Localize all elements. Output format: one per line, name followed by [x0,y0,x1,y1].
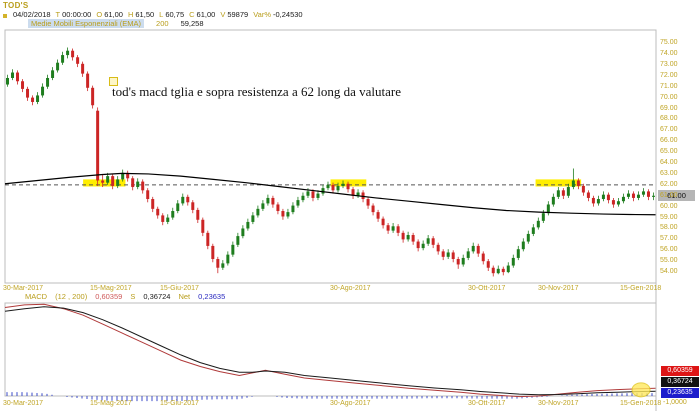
symbol-title: TOD'S [3,1,29,10]
resistance-highlight-box [535,179,582,187]
x-axis-tick: 15-Mag-2017 [90,285,132,292]
macd-signal-value: 0,36724 [143,292,171,301]
y-axis-tick: 73.00 [660,60,678,68]
quote-bullet-icon [3,13,7,18]
y-axis-tick: 70.00 [660,93,678,101]
x-axis-tick: 30-Mar-2017 [3,285,44,292]
y-axis-tick: 69.00 [660,104,678,112]
ema-value: 59,258 [180,19,204,28]
ema-indicator-row[interactable]: Medie Mobili Esponenziali (EMA) 200 59,2… [28,19,204,28]
last-price-tag: 61.00 [658,190,695,201]
quote-token: Var% -0,24530 [253,10,303,19]
y-axis-tick: 57.00 [660,235,678,243]
y-axis-tick: 55.00 [660,257,678,265]
quote-token: C 61,00 [189,10,216,19]
macd-x-axis-tick: 30-Nov-2017 [538,400,579,407]
macd-x-axis-tick: 15-Giu-2017 [160,400,199,407]
x-axis-tick: 15-Giu-2017 [160,285,199,292]
crossover-highlight-ellipse [631,382,651,398]
x-axis-tick: 30-Ago-2017 [330,285,371,292]
y-axis-tick: 72.00 [660,71,678,79]
signal-line [4,306,657,396]
macd-net-label: Net [178,292,191,301]
y-axis-tick: 63.00 [660,169,678,177]
macd-line [4,303,657,398]
quote-token: 04/02/2018 [13,10,51,19]
y-axis-tick: 61.00 [660,191,678,199]
macd-x-axis-tick: 30-Ago-2017 [330,400,371,407]
y-axis-tick: 64.00 [660,159,678,167]
annotation-anchor-box[interactable] [109,77,118,86]
macd-value-tag: 0,36724 [661,377,699,387]
macd-x-axis-tick: 30-Ott-2017 [468,400,506,407]
quote-token: T 00:00:00 [55,10,92,19]
resistance-highlight-box [83,179,126,187]
quote-token: O 61,00 [96,10,123,19]
macd-params: (12 , 200) [55,292,88,301]
ema-period: 200 [156,19,169,28]
y-axis-tick: 66.00 [660,137,678,145]
macd-axis-bottom-label: -1,0000 [663,399,687,406]
macd-value: 0,60359 [95,292,123,301]
y-axis-tick: 56.00 [660,246,678,254]
macd-indicator-header[interactable]: MACD (12 , 200) 0,60359 S 0,36724 Net 0,… [25,292,225,301]
macd-net-value: 0,23635 [198,292,226,301]
quote-token: L 60,75 [159,10,185,19]
x-axis-tick: 30-Ott-2017 [468,285,506,292]
macd-signal-label: S [130,292,136,301]
x-axis-tick: 15-Gen-2018 [620,285,662,292]
quote-readout: 04/02/2018 T 00:00:00 O 61,00 H 61,50 L 60,75 C 61… [3,10,303,19]
macd-x-axis-tick: 15-Mag-2017 [90,400,132,407]
macd-name[interactable]: MACD [25,292,48,301]
quote-token: V 59879 [220,10,249,19]
macd-x-axis-tick: 30-Mar-2017 [3,400,44,407]
y-axis-tick: 60.00 [660,202,678,210]
x-axis-tick: 30-Nov-2017 [538,285,579,292]
y-axis-tick: 71.00 [660,82,678,90]
y-axis-tick: 68.00 [660,115,678,123]
y-axis-tick: 58.00 [660,224,678,232]
y-axis-tick: 67.00 [660,126,678,134]
quote-token: H 61,50 [127,10,155,19]
y-axis-tick: 75.00 [660,39,678,47]
y-axis-tick: 74.00 [660,49,678,57]
y-axis-tick: 65.00 [660,148,678,156]
y-axis-tick: 62.00 [660,180,678,188]
ema-200-line [4,172,657,216]
macd-value-tag: 0,23635 [661,388,699,398]
y-axis-tick: 54.00 [660,268,678,276]
y-axis-tick: 59.00 [660,213,678,221]
ema-indicator-name[interactable]: Medie Mobili Esponenziali (EMA) [28,19,145,28]
macd-value-tag: 0,60359 [661,366,699,376]
macd-x-axis-tick: 15-Gen-2018 [620,400,662,407]
chart-annotation-text[interactable]: tod's macd tglia e sopra resistenza a 62… [112,84,401,99]
